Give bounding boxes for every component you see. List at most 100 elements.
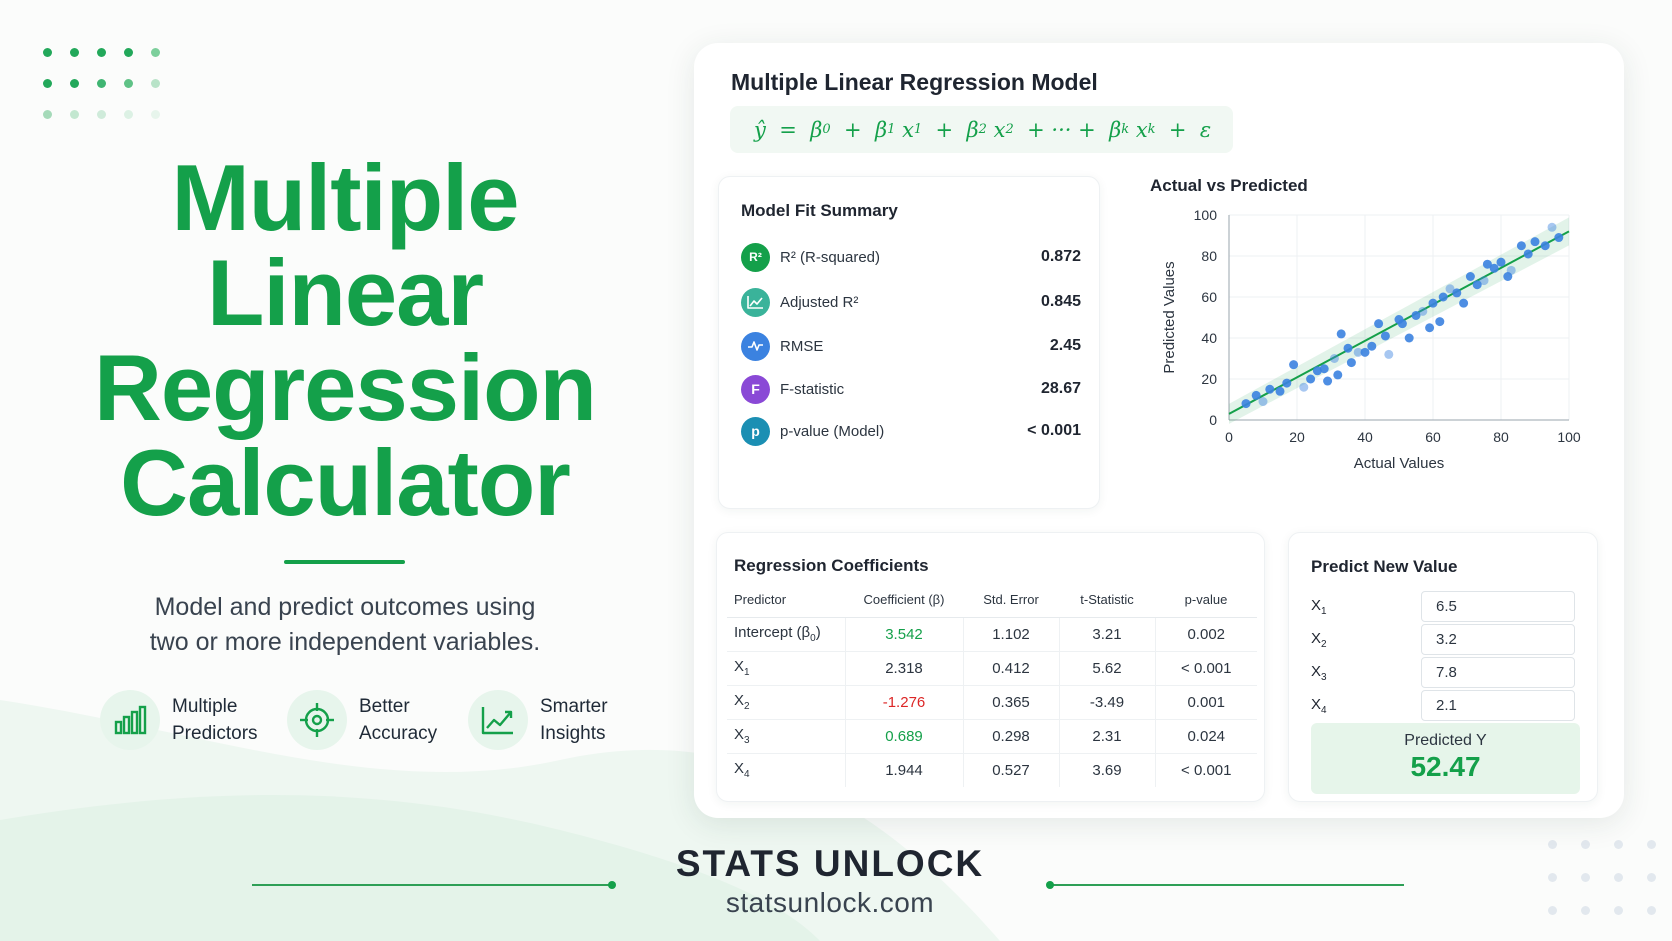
fit-label: Adjusted R²: [780, 293, 859, 311]
data-point: [1343, 343, 1353, 353]
formula-term: β: [810, 117, 823, 142]
x-tick-label: 0: [1225, 429, 1233, 445]
data-point: [1312, 366, 1322, 376]
data-point: [1241, 399, 1251, 409]
feature-label: Predictors: [172, 723, 258, 744]
fit-label: R² (R-squared): [780, 248, 881, 266]
data-point: [1374, 319, 1384, 329]
formula-sub: 1: [913, 122, 923, 137]
y-tick-label: 100: [1194, 207, 1218, 223]
x-tick-label: 60: [1425, 429, 1441, 445]
hero-subtitle-line: two or more independent variables.: [149, 628, 541, 656]
data-point: [1397, 319, 1407, 329]
coefficients-table: Predictor Coefficient (β) Std. Error t-S…: [727, 583, 1257, 787]
data-point: [1523, 249, 1533, 259]
data-point: [1428, 298, 1438, 308]
column-header: p-value: [1155, 583, 1257, 618]
model-fit-summary-card: Model Fit Summary R² R² (R-squared) 0.87…: [718, 176, 1100, 509]
coefficient-cell: -1.276: [844, 685, 963, 720]
data-point: [1438, 292, 1448, 302]
fit-row-f-statistic: F F-statistic 28.67: [741, 373, 1081, 405]
y-tick-label: 0: [1209, 412, 1217, 428]
f-icon: F: [741, 374, 770, 404]
table-row: X1 2.318 0.412 5.62 < 0.001: [727, 651, 1257, 686]
coefficient-cell: 0.689: [844, 719, 963, 754]
fit-row-p-value: p p-value (Model) < 0.001: [741, 415, 1081, 447]
x-tick-label: 20: [1289, 429, 1305, 445]
formula-term: +: [935, 117, 954, 142]
y-tick-label: 80: [1201, 248, 1217, 264]
hero-subtitle: Model and predict outcomes using two or …: [110, 590, 580, 660]
predictor-label-sub: 2: [1321, 638, 1327, 650]
formula-term: x: [1135, 117, 1148, 142]
formula-term: +: [1078, 117, 1096, 142]
data-point: [1411, 310, 1421, 320]
data-point: [1540, 241, 1550, 251]
x-axis-label: Actual Values: [1354, 455, 1445, 472]
title-divider: [284, 560, 405, 564]
data-point: [1346, 358, 1356, 368]
predictor-sub: 2: [744, 701, 750, 712]
x3-input[interactable]: 7.8: [1421, 657, 1575, 688]
std-error-cell: 0.527: [962, 753, 1059, 787]
data-point: [1445, 284, 1455, 294]
x-tick-label: 80: [1493, 429, 1509, 445]
data-point: [1479, 276, 1489, 286]
feature-better-accuracy: Better Accuracy: [287, 690, 469, 750]
formula-term: ŷ: [754, 117, 766, 142]
y-tick-label: 60: [1201, 289, 1217, 305]
data-point: [1251, 390, 1261, 400]
predicted-y-result: Predicted Y 52.47: [1311, 723, 1580, 794]
predictor-cell: X3: [727, 719, 845, 754]
formula-term: x: [993, 117, 1006, 142]
feature-label: Insights: [540, 723, 606, 744]
predictor-cell: X1: [727, 651, 845, 686]
x2-input[interactable]: 3.2: [1421, 624, 1575, 655]
predictor-input-row: X1 6.5: [1311, 590, 1581, 623]
data-point: [1282, 378, 1292, 388]
std-error-cell: 0.412: [962, 651, 1059, 686]
predictor-sub: 1: [744, 667, 750, 678]
predictor-label-sub: 4: [1321, 704, 1327, 716]
t-statistic-cell: 2.31: [1058, 719, 1155, 754]
x4-input[interactable]: 2.1: [1421, 690, 1575, 721]
formula-sub: 1: [887, 122, 896, 137]
formula-term: x: [902, 117, 914, 142]
column-header: t-Statistic: [1059, 583, 1155, 618]
x1-input[interactable]: 6.5: [1421, 591, 1575, 622]
bar-chart-icon: [100, 690, 160, 750]
p-value-cell: 0.002: [1154, 617, 1257, 652]
brand-url[interactable]: statsunlock.com: [725, 887, 935, 918]
data-point: [1404, 333, 1414, 343]
fit-row-rmse: RMSE 2.45: [741, 330, 1081, 362]
predictor-label: X2: [1311, 630, 1421, 650]
decorative-dots: [43, 48, 160, 119]
hero-title-line: Regression: [94, 335, 597, 440]
coefficient-cell: 2.318: [844, 651, 963, 686]
data-point: [1319, 364, 1329, 374]
fit-value: 0.845: [1040, 293, 1081, 310]
data-point: [1384, 349, 1394, 359]
card-title: Model Fit Summary: [741, 201, 898, 220]
table-row: Intercept (β0) 3.542 1.102 3.21 0.002: [727, 617, 1257, 652]
predictor-label-text: X: [1311, 629, 1322, 647]
p-value-cell: 0.024: [1154, 719, 1257, 754]
data-point: [1336, 329, 1346, 339]
actual-vs-predicted-chart: Actual vs Predicted 0 20 40 60 80 100 0 20 40 60 8…: [1134, 176, 1604, 516]
table-row: X2 -1.276 0.365 -3.49 0.001: [727, 685, 1257, 720]
fit-row-r-squared: R² R² (R-squared) 0.872: [741, 241, 1081, 273]
fit-value: 28.67: [1040, 380, 1081, 397]
data-point: [1516, 241, 1526, 251]
brand-dot: [608, 881, 616, 889]
feature-label: Accuracy: [359, 723, 438, 744]
r-squared-icon: R²: [741, 242, 770, 272]
formula-term: +: [1168, 117, 1187, 142]
std-error-cell: 0.298: [962, 719, 1059, 754]
decorative-dots-right: [1548, 840, 1656, 915]
feature-label: Multiple: [172, 696, 238, 717]
card-title: Regression Coefficients: [734, 556, 929, 575]
y-axis-label: Predicted Values: [1161, 261, 1178, 373]
hero-title-line: Linear: [206, 240, 484, 345]
brand-divider-right: [1050, 884, 1404, 886]
